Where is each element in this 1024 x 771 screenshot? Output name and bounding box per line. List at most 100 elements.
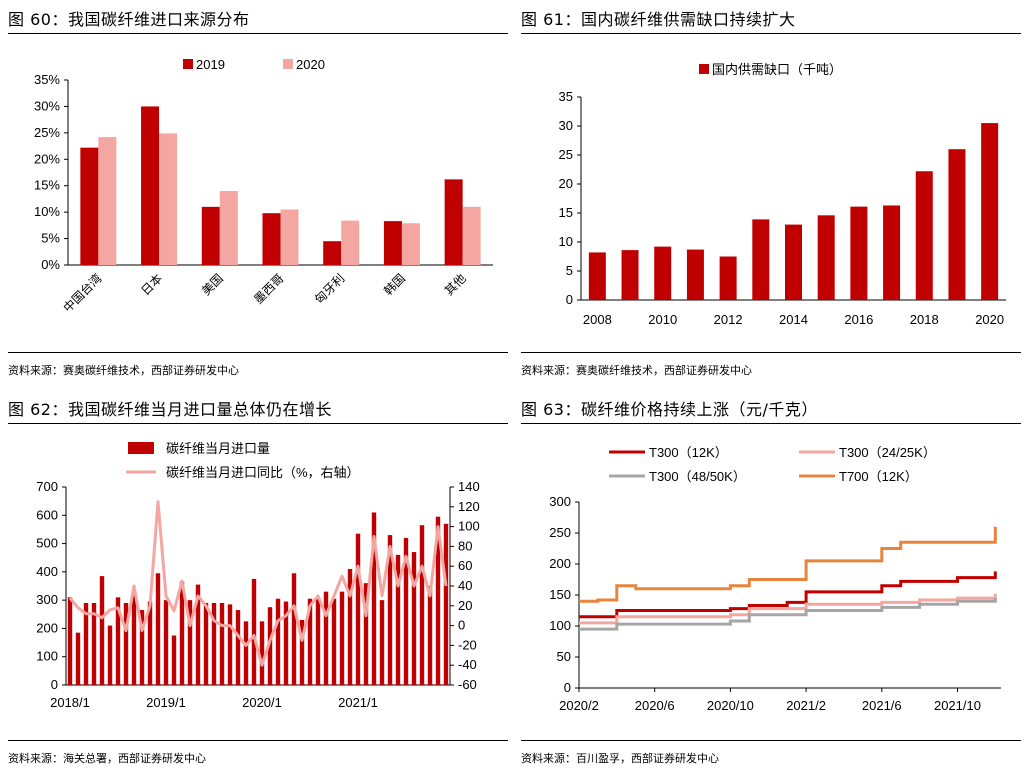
legend-swatch — [283, 59, 293, 69]
y2-tick-label: 40 — [458, 578, 472, 593]
bar — [419, 525, 425, 685]
y-tick-label: 30 — [559, 118, 573, 133]
bar — [275, 598, 281, 685]
price-line — [579, 593, 997, 625]
title-rule — [521, 423, 1021, 424]
bar-2019 — [141, 106, 160, 265]
legend-label: 2020 — [296, 57, 325, 72]
y-tick-label: 35 — [559, 89, 573, 104]
legend-swatch — [183, 59, 193, 69]
y-tick-label: 25% — [34, 125, 60, 140]
bar — [91, 602, 97, 685]
x-tick-label: 2014 — [779, 312, 808, 327]
bar — [67, 597, 73, 685]
bar — [107, 625, 113, 685]
x-tick-label: 2018 — [910, 312, 939, 327]
bar — [686, 249, 704, 300]
bar-2020 — [341, 220, 360, 265]
title-rule — [8, 423, 508, 424]
x-tick-label: 2018/1 — [50, 695, 90, 710]
monthly-import-chart: 0 100 200 300 400 500 600 700 -60 -40 -20 0 20 40 60 80… — [36, 441, 480, 710]
y-tick-label: 100 — [36, 649, 58, 664]
x-tick-label: 匈牙利 — [312, 271, 347, 306]
y-tick-label: 0 — [51, 677, 58, 692]
bar — [291, 573, 297, 685]
y-tick-label: 0 — [566, 292, 573, 307]
title-rule — [8, 33, 508, 34]
bar — [171, 635, 177, 685]
chart-source: 资料来源：百川盈孚，西部证券研发中心 — [521, 752, 719, 765]
bar — [219, 602, 225, 685]
y-tick-label: 100 — [549, 618, 571, 633]
y2-tick-label: 100 — [458, 519, 480, 534]
panel-chart-61: 图 61：国内碳纤维供需缺口持续扩大 0 5 10 15 20 25 30 35 2008 201… — [521, 0, 1021, 385]
y-tick-label: 0 — [564, 680, 571, 695]
bar — [123, 602, 129, 685]
panel-chart-62: 图 62：我国碳纤维当月进口量总体仍在增长 0 100 200 300 400 500 60… — [8, 390, 508, 771]
y-tick-label: 35% — [34, 72, 60, 87]
y-tick-label: 300 — [549, 494, 571, 509]
bar — [115, 597, 121, 685]
bar — [347, 569, 353, 685]
bar — [355, 533, 361, 685]
x-tick-label: 其他 — [442, 271, 469, 298]
legend-label: T700（12K） — [839, 469, 918, 484]
legend-label: 碳纤维当月进口同比（%，右轴） — [166, 465, 360, 480]
bar-2019 — [201, 206, 220, 265]
chart-source: 资料来源：海关总署，西部证券研发中心 — [8, 752, 206, 765]
bar — [395, 554, 401, 685]
bar — [981, 123, 999, 300]
legend-label: 2019 — [196, 57, 225, 72]
chart-title: 图 62：我国碳纤维当月进口量总体仍在增长 — [8, 400, 332, 419]
bar — [403, 537, 409, 685]
bar — [227, 604, 233, 685]
y-tick-label: 200 — [549, 556, 571, 571]
bar — [339, 591, 345, 685]
bar-2020 — [219, 191, 238, 265]
bar — [948, 149, 966, 300]
bar — [83, 602, 89, 685]
x-tick-label: 2020 — [975, 312, 1004, 327]
bar — [211, 602, 217, 685]
bar-2020 — [462, 206, 481, 265]
bar — [187, 600, 193, 685]
bar-2020 — [98, 137, 117, 265]
x-tick-label: 2020/10 — [707, 698, 754, 713]
y-tick-label: 20 — [559, 176, 573, 191]
bottom-rule — [8, 352, 508, 353]
bar — [243, 621, 249, 685]
bar — [195, 584, 201, 685]
chart-source: 资料来源：赛奥碳纤维技术，西部证券研发中心 — [8, 364, 239, 377]
bar — [267, 607, 273, 685]
y2-tick-label: -40 — [458, 657, 477, 672]
panel-chart-60: 图 60：我国碳纤维进口来源分布 0% 5% 10% 15% 20% 25% 30% 35% 中… — [8, 0, 508, 385]
y-tick-label: 250 — [549, 525, 571, 540]
bar — [251, 578, 257, 685]
chart-title: 图 63：碳纤维价格持续上涨（元/千克） — [521, 400, 818, 419]
bottom-rule — [521, 740, 1021, 741]
y-tick-label: 500 — [36, 536, 58, 551]
title-rule — [521, 33, 1021, 34]
bar — [299, 619, 305, 685]
legend-label: T300（24/25K） — [839, 445, 936, 460]
bar — [427, 586, 433, 685]
x-tick-label: 2010 — [648, 312, 677, 327]
x-tick-label: 2016 — [844, 312, 873, 327]
y-tick-label: 600 — [36, 507, 58, 522]
yoy-line — [68, 500, 448, 667]
bottom-rule — [521, 352, 1021, 353]
x-tick-label: 墨西哥 — [251, 271, 286, 306]
x-tick-label: 2008 — [583, 312, 612, 327]
x-tick-label: 2020/1 — [242, 695, 282, 710]
bar-2020 — [401, 223, 420, 265]
y2-tick-label: 0 — [458, 618, 465, 633]
chart-source: 资料来源：赛奥碳纤维技术，西部证券研发中心 — [521, 364, 752, 377]
y-tick-label: 0% — [41, 257, 60, 272]
bar — [323, 591, 329, 685]
bar — [283, 601, 289, 685]
price-line — [579, 571, 997, 619]
y-tick-label: 20% — [34, 151, 60, 166]
price-line — [579, 598, 997, 631]
bar — [387, 535, 393, 685]
bar-2019 — [80, 147, 99, 265]
